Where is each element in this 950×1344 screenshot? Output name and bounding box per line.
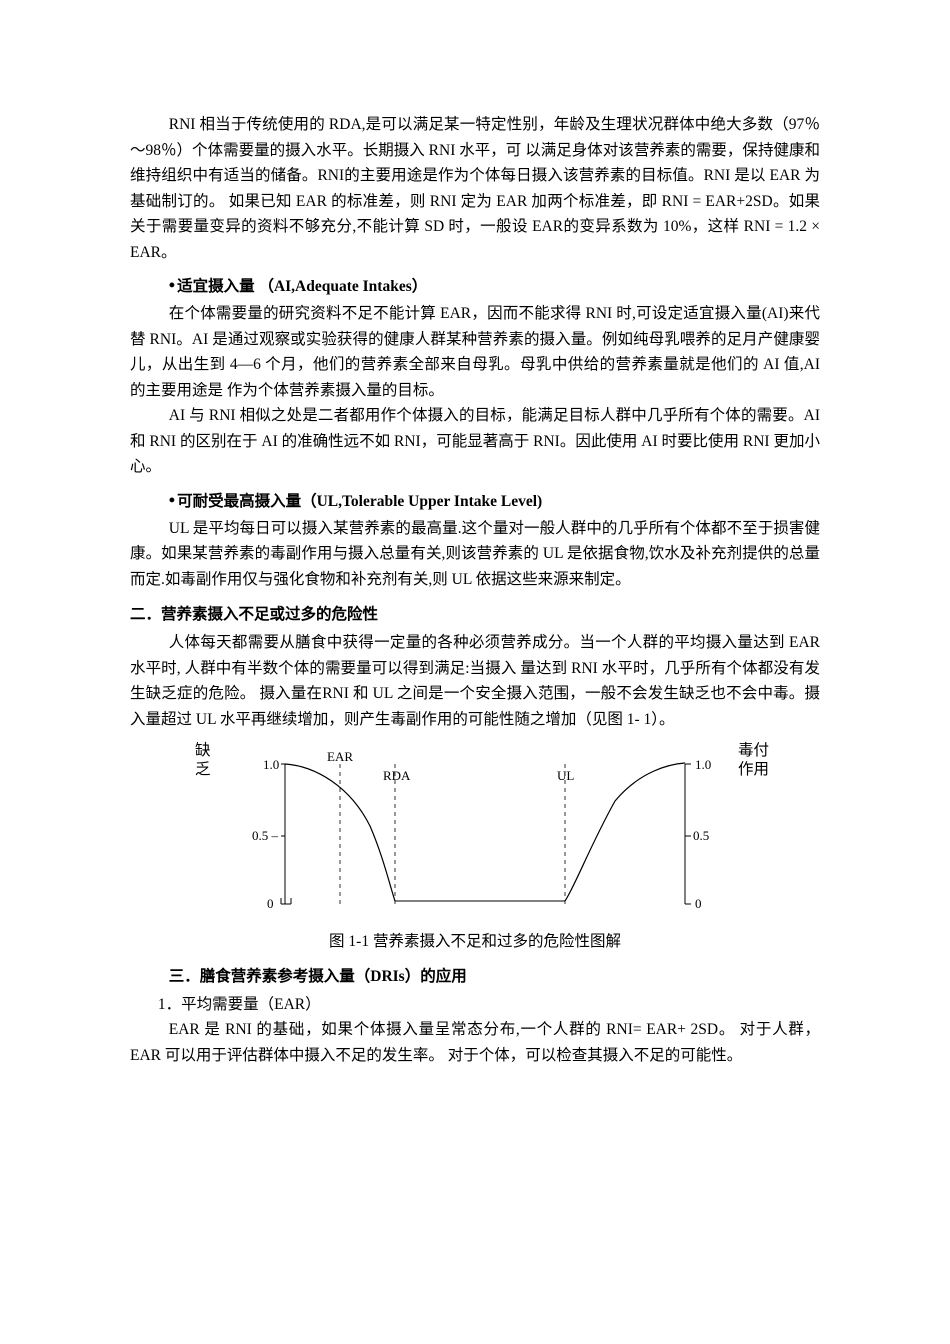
paragraph-rni: RNI 相当于传统使用的 RDA,是可以满足某一特定性别，年龄及生理状况群体中绝… [130, 112, 820, 265]
svg-text:EAR: EAR [327, 749, 353, 764]
term-ai-english: （AI,Adequate Intakes） [258, 278, 427, 295]
term-ai-heading: 适宜摄入量 （AI,Adequate Intakes） [130, 271, 820, 301]
item-ear-heading: 1．平均需要量（EAR） [130, 992, 820, 1018]
svg-text:0.5 –: 0.5 – [252, 828, 279, 843]
svg-text:0.5: 0.5 [693, 828, 709, 843]
term-ai-label: 适宜摄入量 [177, 278, 255, 295]
section-3-heading: 三．膳食营养素参考摄入量（DRIs）的应用 [130, 964, 820, 990]
svg-text:0: 0 [267, 896, 274, 911]
paragraph-ai-2: AI 与 RNI 相似之处是二者都用作个体摄入的目标，能满足目标人群中几乎所有个… [130, 403, 820, 480]
svg-text:1.0: 1.0 [695, 757, 711, 772]
term-ul-label: 可耐受最高摄入量 [177, 493, 301, 510]
term-ul-english: （UL,Tolerable Upper Intake Level) [301, 493, 542, 510]
figure-caption: 图 1-1 营养素摄入不足和过多的危险性图解 [130, 929, 820, 955]
term-ul-heading: 可耐受最高摄入量（UL,Tolerable Upper Intake Level… [130, 486, 820, 516]
figure-right-label: 毒付作用 [738, 742, 769, 779]
figure-left-label: 缺乏 [195, 742, 211, 779]
svg-text:RDA: RDA [383, 768, 411, 783]
paragraph-ul: UL 是平均每日可以摄入某营养素的最高量.这个量对一般人群中的几乎所有个体都不至… [130, 516, 820, 593]
section-2-heading: 二．营养素摄入不足或过多的危险性 [130, 602, 820, 628]
paragraph-risk: 人体每天都需要从膳食中获得一定量的各种必须营养成分。当一个人群的平均摄入量达到 … [130, 630, 820, 732]
figure-1-1: 缺乏 毒付作用 1.0 0.5 – 0 1.0 0.5 [215, 740, 735, 929]
paragraph-ear-app: EAR 是 RNI 的基础，如果个体摄入量呈常态分布,一个人群的 RNI= EA… [130, 1017, 820, 1068]
document-page: RNI 相当于传统使用的 RDA,是可以满足某一特定性别，年龄及生理状况群体中绝… [0, 0, 950, 1344]
svg-text:0: 0 [695, 896, 702, 911]
paragraph-ai-1: 在个体需要量的研究资料不足不能计算 EAR，因而不能求得 RNI 时,可设定适宜… [130, 301, 820, 403]
risk-chart-svg: 1.0 0.5 – 0 1.0 0.5 0 [215, 740, 735, 920]
svg-text:1.0: 1.0 [263, 757, 279, 772]
svg-text:UL: UL [557, 768, 574, 783]
